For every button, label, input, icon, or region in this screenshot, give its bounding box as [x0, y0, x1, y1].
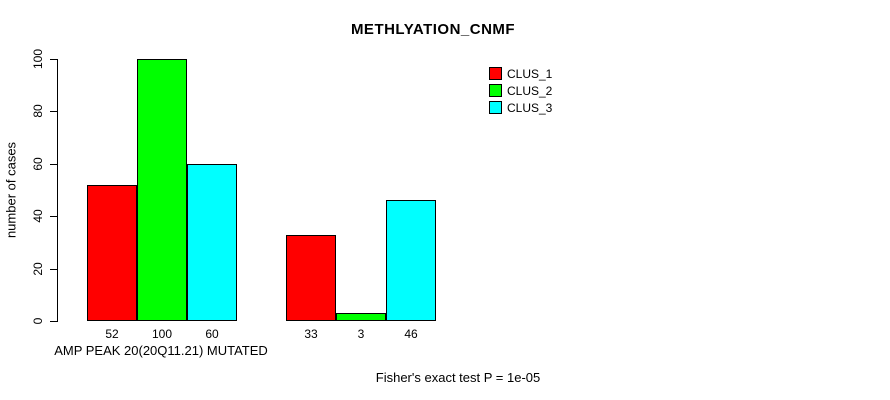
legend-item: CLUS_3	[489, 99, 552, 116]
bar-clus_2-group2	[336, 313, 386, 321]
y-axis-line	[57, 59, 58, 322]
legend-swatch-clus_2	[489, 84, 502, 97]
legend: CLUS_1 CLUS_2 CLUS_3	[489, 65, 552, 116]
y-tick	[50, 268, 57, 270]
legend-label: CLUS_2	[507, 83, 553, 98]
legend-swatch-clus_3	[489, 101, 502, 114]
bar-value-label: 3	[357, 327, 365, 341]
bar-value-label: 46	[404, 327, 418, 341]
y-tick	[50, 111, 57, 113]
bar-clus_2-group1	[137, 59, 187, 321]
y-tick-label: 20	[31, 261, 45, 276]
chart-title: METHLYATION_CNMF	[350, 21, 516, 38]
y-tick-label: 80	[31, 104, 45, 119]
y-tick	[50, 216, 57, 218]
y-tick	[50, 163, 57, 165]
legend-item: CLUS_1	[489, 65, 552, 82]
bar-clus_3-group1	[187, 163, 237, 321]
bar-value-label: 52	[105, 327, 119, 341]
y-tick-label: 40	[31, 209, 45, 223]
bar-value-label: 33	[304, 327, 318, 341]
y-tick-label: 60	[31, 157, 45, 171]
bar-clus_1-group2	[286, 234, 336, 321]
legend-swatch-clus_1	[489, 67, 502, 80]
bar-value-label: 100	[151, 327, 173, 341]
fisher-test-annotation: Fisher's exact test P = 1e-05	[375, 370, 541, 385]
y-tick	[50, 59, 57, 60]
bar-clus_3-group2	[386, 200, 436, 321]
legend-item: CLUS_2	[489, 82, 552, 99]
y-tick-label: 0	[31, 317, 45, 325]
x-axis-title: AMP PEAK 20(20Q11.21) MUTATED	[54, 343, 268, 358]
legend-label: CLUS_1	[507, 66, 553, 81]
y-tick	[50, 321, 57, 322]
bar-value-label: 60	[205, 327, 219, 341]
y-tick-label: 100	[31, 48, 45, 70]
y-axis-title: number of cases	[3, 141, 19, 239]
bar-clus_1-group1	[87, 184, 137, 321]
legend-label: CLUS_3	[507, 100, 553, 115]
